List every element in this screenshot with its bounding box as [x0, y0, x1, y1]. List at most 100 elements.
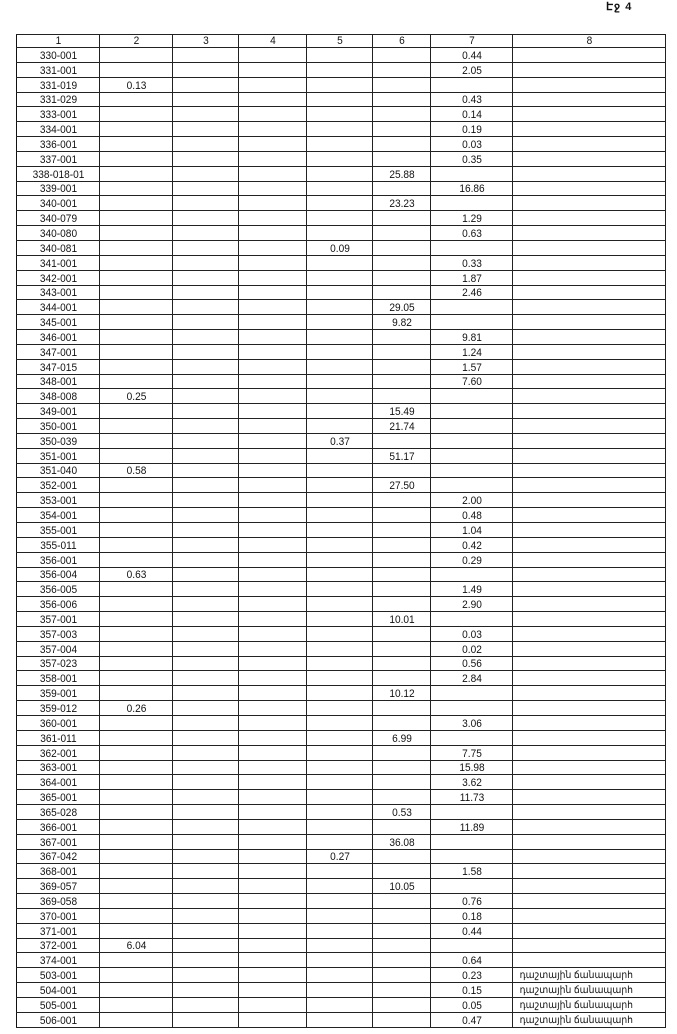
- table-cell: [174, 714, 237, 731]
- table-cell: [374, 744, 429, 761]
- table-cell: [374, 373, 429, 390]
- table-cell: [433, 388, 510, 405]
- parcel-code-cell: 334-001: [19, 121, 97, 138]
- table-cell: 9.81: [433, 329, 510, 345]
- table-cell: [240, 833, 305, 850]
- table-cell: [174, 358, 237, 375]
- table-cell: [518, 507, 660, 523]
- table-cell: [101, 136, 171, 152]
- table-cell: [308, 507, 371, 523]
- table-cell: 0.19: [433, 121, 510, 138]
- table-cell: 36.08: [374, 833, 429, 850]
- table-row: 368-001 1.58: [17, 863, 666, 880]
- table-cell: [308, 299, 371, 316]
- table-cell: [308, 106, 371, 123]
- table-cell: [518, 804, 660, 820]
- table-cell: [101, 329, 171, 345]
- table-row: 340-079 1.29: [17, 210, 666, 227]
- table-cell: [308, 551, 371, 568]
- table-row: 345-001 9.82: [17, 314, 666, 331]
- table-cell: [308, 536, 371, 553]
- table-row: 357-003 0.03: [17, 625, 666, 642]
- parcel-code-cell: 359-012: [19, 700, 97, 716]
- table-cell: [374, 848, 429, 865]
- table-cell: [308, 418, 371, 434]
- table-cell: [101, 210, 171, 227]
- table-cell: [240, 596, 305, 613]
- parcel-code-cell: 347-001: [19, 343, 97, 360]
- table-cell: [174, 640, 237, 657]
- table-cell: [174, 388, 237, 405]
- parcel-code-cell: 505-001: [19, 997, 97, 1013]
- table-cell: [174, 1011, 237, 1028]
- table-cell: [240, 700, 305, 716]
- table-cell: 51.17: [374, 447, 429, 464]
- table-cell: [518, 121, 660, 138]
- table-cell: [101, 997, 171, 1013]
- table-cell: [101, 714, 171, 731]
- table-row: 356-004 0.63: [17, 566, 666, 583]
- table-cell: [433, 432, 510, 449]
- table-cell: 10.12: [374, 685, 429, 702]
- table-cell: [240, 670, 305, 687]
- parcel-code-cell: 337-001: [19, 150, 97, 167]
- table-cell: [308, 922, 371, 939]
- table-cell: [518, 299, 660, 316]
- table-cell: [240, 61, 305, 78]
- table-cell: [518, 714, 660, 731]
- table-cell: [174, 76, 237, 93]
- table-cell: [174, 507, 237, 523]
- table-cell: [240, 863, 305, 880]
- table-cell: [174, 47, 237, 63]
- table-cell: 3.62: [433, 774, 510, 791]
- table-cell: [308, 76, 371, 93]
- table-cell: 11.89: [433, 818, 510, 835]
- table-cell: [518, 625, 660, 642]
- table-cell: 0.26: [101, 700, 171, 716]
- table-cell: [374, 774, 429, 791]
- table-cell: [374, 596, 429, 613]
- table-cell: [374, 952, 429, 969]
- table-cell: [433, 833, 510, 850]
- table-cell: [433, 878, 510, 895]
- table-row: 359-001 10.12: [17, 685, 666, 702]
- table-row: 344-001 29.05: [17, 299, 666, 316]
- table-cell: [374, 358, 429, 375]
- table-cell: [174, 477, 237, 494]
- table-cell: [308, 136, 371, 152]
- table-cell: 0.58: [101, 462, 171, 479]
- table-row: 356-005 1.49: [17, 581, 666, 598]
- table-cell: դաշտային ճանապարհ: [518, 982, 660, 998]
- table-cell: [101, 893, 171, 909]
- table-cell: [518, 759, 660, 776]
- parcel-code-cell: 357-004: [19, 640, 97, 657]
- table-cell: [174, 121, 237, 138]
- table-cell: [101, 284, 171, 301]
- table-row: 365-028 0.53: [17, 804, 666, 820]
- table-cell: [374, 937, 429, 954]
- table-cell: [518, 343, 660, 360]
- table-row: 348-001 7.60: [17, 373, 666, 390]
- parcel-code-cell: 503-001: [19, 967, 97, 984]
- table-cell: 0.76: [433, 893, 510, 909]
- table-row: 348-008 0.25: [17, 388, 666, 405]
- table-row: 504-001 0.15 դաշտային ճանապարհ: [17, 982, 666, 998]
- table-cell: [374, 76, 429, 93]
- table-cell: [174, 91, 237, 108]
- table-cell: [174, 329, 237, 345]
- table-cell: [101, 878, 171, 895]
- table-cell: [518, 150, 660, 167]
- table-cell: [374, 150, 429, 167]
- table-cell: [174, 893, 237, 909]
- table-cell: [101, 61, 171, 78]
- table-cell: [174, 804, 237, 820]
- table-cell: [101, 967, 171, 984]
- parcel-code-cell: 368-001: [19, 863, 97, 880]
- table-cell: [374, 863, 429, 880]
- table-cell: [308, 61, 371, 78]
- table-cell: 10.05: [374, 878, 429, 895]
- table-cell: [518, 106, 660, 123]
- table-cell: [174, 596, 237, 613]
- page-number: Էջ 4: [606, 1, 633, 13]
- table-cell: [433, 403, 510, 420]
